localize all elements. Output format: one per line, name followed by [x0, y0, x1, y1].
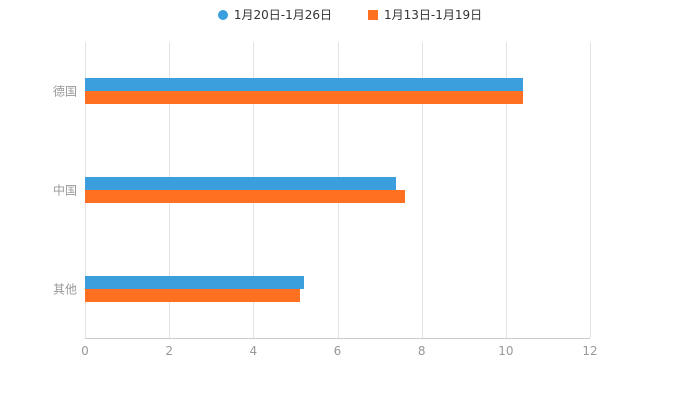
bar-中国-series-0[interactable]	[85, 177, 397, 190]
category-label: 中国	[52, 183, 77, 198]
x-tick-label: 10	[498, 344, 514, 358]
bar-其他-series-0[interactable]	[85, 275, 304, 289]
bar-其他-series-1[interactable]	[85, 288, 300, 302]
legend-marker-icon	[217, 9, 228, 20]
legend-marker-icon	[368, 9, 378, 20]
x-tick-label: 4	[249, 344, 258, 358]
gridline	[421, 42, 423, 338]
x-tick-label: 6	[333, 344, 342, 358]
bar-中国-series-1[interactable]	[85, 190, 405, 203]
x-tick-label: 0	[81, 344, 89, 358]
category-label: 其他	[52, 282, 77, 297]
legend: 1月20日-1月26日 1月13日-1月19日	[0, 6, 700, 23]
x-tick-label: 12	[582, 344, 598, 358]
x-tick-label: 8	[417, 344, 426, 358]
bar-德国-series-0[interactable]	[85, 78, 523, 92]
category-label: 德国	[52, 84, 77, 99]
x-tick-label: 2	[165, 344, 173, 358]
x-axis-line	[85, 338, 590, 339]
legend-item-0[interactable]: 1月20日-1月26日	[217, 6, 332, 23]
gridline	[505, 42, 507, 338]
legend-label: 1月20日-1月26日	[233, 8, 332, 22]
gridline	[590, 42, 591, 338]
bar-德国-series-1[interactable]	[85, 91, 523, 105]
legend-label: 1月13日-1月19日	[384, 8, 483, 22]
legend-item-1[interactable]: 1月13日-1月19日	[368, 6, 482, 23]
